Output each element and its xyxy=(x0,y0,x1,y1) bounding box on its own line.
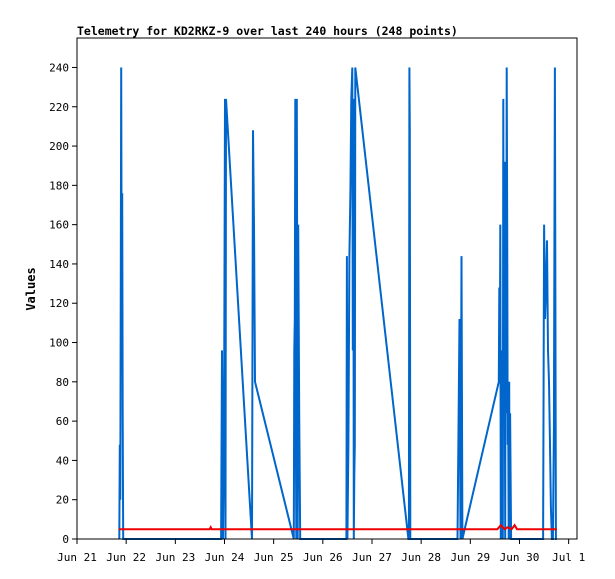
x-tick-label-7: Jun 28 xyxy=(401,551,441,564)
y-tick-label-4: 80 xyxy=(56,376,69,389)
y-tick-label-12: 240 xyxy=(49,61,69,74)
y-tick-label-5: 100 xyxy=(49,337,69,350)
x-tick-label-0: Jun 21 xyxy=(57,551,97,564)
y-tick-label-7: 140 xyxy=(49,258,69,271)
x-tick-label-5: Jun 26 xyxy=(303,551,343,564)
y-tick-label-11: 220 xyxy=(49,101,69,114)
y-tick-label-1: 20 xyxy=(56,494,69,507)
chart-title: Telemetry for KD2RKZ-9 over last 240 hou… xyxy=(77,24,458,38)
x-tick-label-10: Jul 1 xyxy=(552,551,585,564)
plot-frame xyxy=(76,37,578,540)
x-tick-label-6: Jun 27 xyxy=(352,551,392,564)
series-line-1 xyxy=(118,523,557,531)
y-tick-label-6: 120 xyxy=(49,297,69,310)
y-tick-label-8: 160 xyxy=(49,219,69,232)
y-tick-label-3: 60 xyxy=(56,415,69,428)
axis-layer: 0 20 40 60 80 100 120 140 160 180 200 220 240 Jun 21 J… xyxy=(49,61,585,564)
y-tick-label-2: 40 xyxy=(56,454,69,467)
y-tick-label-10: 200 xyxy=(49,140,69,153)
x-tick-label-3: Jun 24 xyxy=(205,551,245,564)
y-axis-label: Values xyxy=(24,267,38,310)
y-tick-label-9: 180 xyxy=(49,179,69,192)
x-tick-label-9: Jun 30 xyxy=(500,551,540,564)
x-tick-label-4: Jun 25 xyxy=(254,551,294,564)
x-tick-label-8: Jun 29 xyxy=(450,551,490,564)
y-tick-label-0: 0 xyxy=(62,533,69,546)
x-tick-label-1: Jun 22 xyxy=(106,551,146,564)
x-tick-label-2: Jun 23 xyxy=(155,551,195,564)
